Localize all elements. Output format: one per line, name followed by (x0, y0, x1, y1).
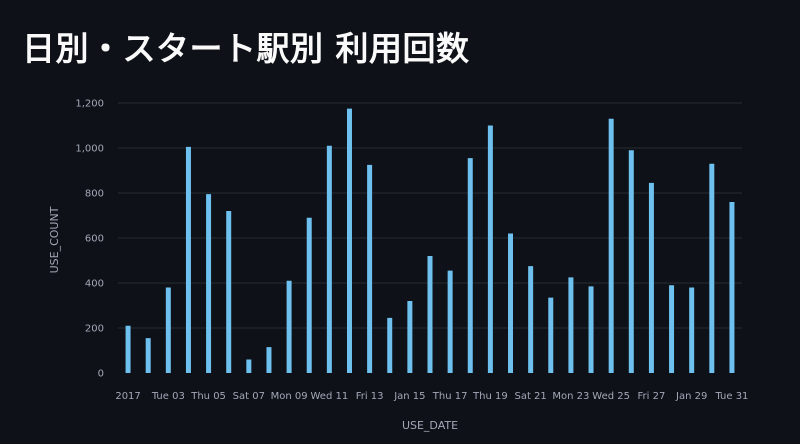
bar[interactable] (387, 317, 393, 373)
x-tick-label: Jan 29 (675, 391, 707, 402)
bar[interactable] (286, 280, 292, 373)
x-tick-label: Sat 21 (514, 391, 546, 402)
bar[interactable] (367, 164, 373, 373)
x-tick-label: Sat 07 (233, 391, 265, 402)
bar[interactable] (246, 359, 252, 374)
bar[interactable] (548, 297, 554, 373)
x-tick-label: Thu 17 (432, 391, 468, 402)
bar[interactable] (669, 285, 675, 373)
bar[interactable] (467, 158, 473, 373)
x-axis-title: USE_DATE (402, 419, 458, 432)
bar[interactable] (648, 182, 654, 373)
bar[interactable] (427, 256, 433, 373)
bar[interactable] (125, 325, 131, 373)
bar[interactable] (568, 277, 574, 373)
x-tick-label: 2017 (115, 391, 140, 402)
x-tick-label: Thu 05 (190, 391, 226, 402)
bar[interactable] (346, 108, 352, 373)
bar[interactable] (588, 286, 594, 373)
x-tick-label: Tue 31 (714, 391, 748, 402)
bar[interactable] (165, 287, 171, 374)
y-tick-label: 600 (85, 234, 104, 245)
bar[interactable] (447, 270, 453, 373)
y-axis-ticks: 0 200 400 600 800 1,000 1,200 (75, 99, 104, 380)
x-tick-label: Fri 13 (356, 391, 384, 402)
bar[interactable] (729, 202, 735, 373)
y-tick-label: 0 (98, 369, 104, 380)
x-tick-label: Fri 27 (638, 391, 666, 402)
bar[interactable] (145, 338, 151, 373)
bar[interactable] (709, 163, 715, 373)
x-tick-label: Jan 15 (393, 391, 425, 402)
x-tick-label: Thu 19 (472, 391, 508, 402)
bar[interactable] (306, 217, 312, 373)
bar[interactable] (226, 211, 232, 373)
bar[interactable] (206, 194, 212, 373)
y-tick-label: 200 (85, 324, 104, 335)
bar[interactable] (487, 125, 493, 374)
bar[interactable] (185, 146, 191, 373)
y-tick-label: 400 (85, 279, 104, 290)
x-tick-label: Mon 23 (552, 391, 589, 402)
page-title: 日別・スタート駅別 利用回数 (22, 29, 470, 68)
x-tick-label: Wed 25 (592, 391, 630, 402)
bar[interactable] (407, 301, 413, 373)
x-tick-label: Tue 03 (151, 391, 185, 402)
x-tick-label: Mon 09 (271, 391, 308, 402)
bar[interactable] (689, 287, 695, 374)
y-tick-label: 1,000 (75, 144, 104, 155)
bar[interactable] (508, 233, 514, 374)
bar[interactable] (528, 266, 534, 373)
bar[interactable] (326, 145, 332, 373)
x-axis-ticks: 2017 Tue 03 Thu 05 Sat 07 Mon 09 Wed 11 Fri 13… (115, 391, 748, 402)
y-tick-label: 1,200 (75, 99, 104, 110)
bars (125, 108, 735, 374)
bar[interactable] (628, 150, 634, 373)
bar[interactable] (608, 118, 614, 373)
y-axis-title: USE_COUNT (48, 206, 61, 273)
bar[interactable] (266, 347, 272, 373)
y-tick-label: 800 (85, 189, 104, 200)
x-tick-label: Wed 11 (310, 391, 348, 402)
